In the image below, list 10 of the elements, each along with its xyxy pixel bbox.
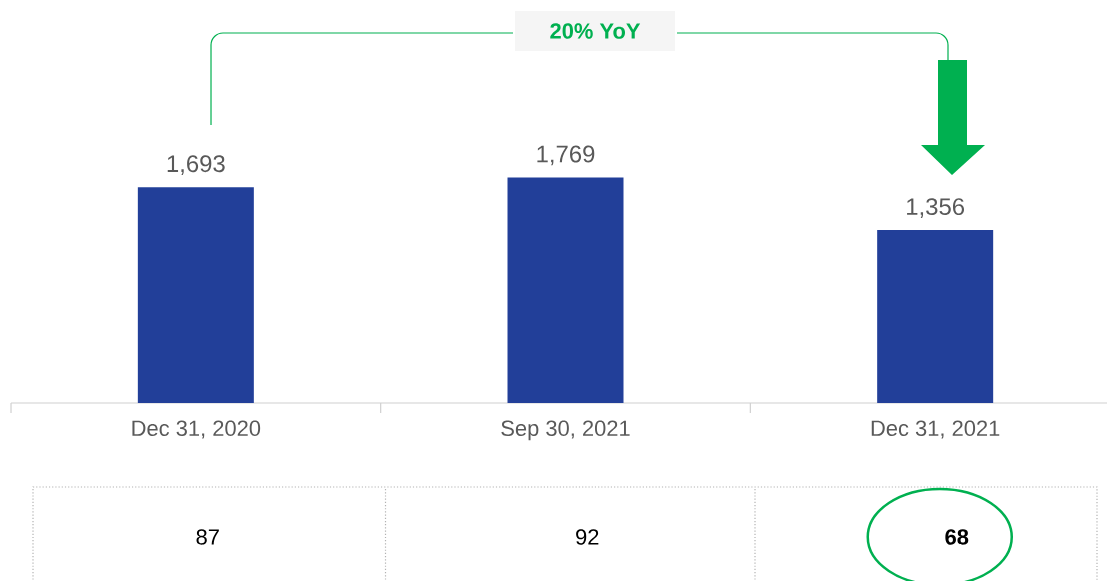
text: 92: [576, 529, 599, 545]
data-label: 1,769: [537, 145, 595, 166]
x-tick-label: Dec 31, 2020: [132, 420, 261, 439]
data-label: 1,693: [167, 155, 225, 175]
text: 68: [945, 529, 969, 545]
data-label: 1,356: [907, 198, 965, 218]
text: 87: [196, 529, 219, 545]
text: 20% YoY: [550, 23, 641, 39]
x-tick-label: Sep 30, 2021: [501, 420, 630, 441]
x-tick-label: Dec 31, 2021: [871, 420, 1000, 439]
